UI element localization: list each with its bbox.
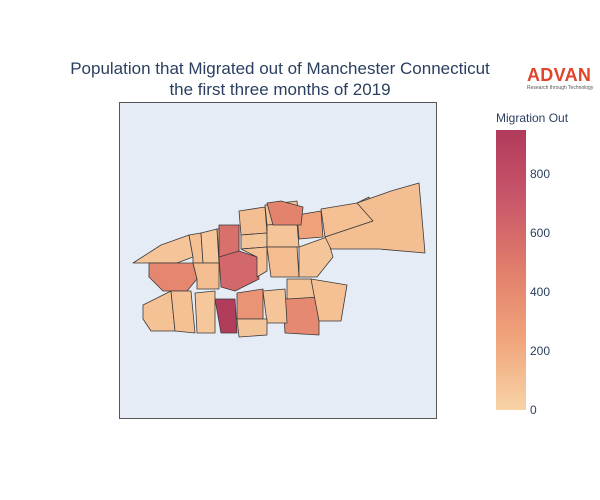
map-region-r16[interactable] [240,246,268,278]
colorbar-tick-label: 400 [530,285,551,300]
map-region-r8[interactable] [238,206,268,236]
map-region-r4[interactable] [148,262,198,292]
logo-wordmark: ADVAN [527,65,592,85]
colorbar-tick-label: 0 [530,403,537,417]
map-region-r22[interactable] [170,290,196,334]
map-region-r18[interactable] [298,236,334,278]
map-region-r5[interactable] [200,228,220,264]
map-region-r11[interactable] [240,232,268,250]
map-region-r21[interactable] [142,290,176,332]
map-region-r26[interactable] [282,296,320,336]
map-region-r17[interactable] [266,246,300,278]
title-line-2: the first three months of 2019 [169,80,391,99]
map-region-r27[interactable] [262,288,288,324]
map-region-r12[interactable] [266,222,300,248]
map-region-r1[interactable] [132,234,194,264]
map-region-r15[interactable] [218,250,260,292]
map-region-r30[interactable] [236,318,268,338]
map-region-r13[interactable] [296,210,324,240]
colorbar-tick-label: 200 [530,344,551,359]
colorbar-gradient [496,130,526,410]
chart-title: Population that Migrated out of Manchest… [20,58,540,100]
map-area[interactable] [119,102,437,419]
map-region-r29[interactable] [310,278,348,322]
colorbar-title: Migration Out [496,111,569,125]
map-region-r20[interactable] [324,182,426,254]
map-region-r6[interactable] [192,262,220,290]
map-region-r25[interactable] [236,288,264,320]
colorbar-tick-label: 800 [530,167,551,182]
map-region-r19[interactable] [266,200,304,226]
advan-logo: ADVAN Research through Technology [527,66,597,91]
colorbar-tick-label: 600 [530,226,551,241]
colorbar [496,130,526,410]
title-line-1: Population that Migrated out of Manchest… [70,59,490,78]
map-region-r24[interactable] [194,290,216,334]
map-region-r23[interactable] [214,298,238,334]
logo-tagline: Research through Technology [527,85,594,91]
choropleth-map[interactable] [120,103,436,418]
